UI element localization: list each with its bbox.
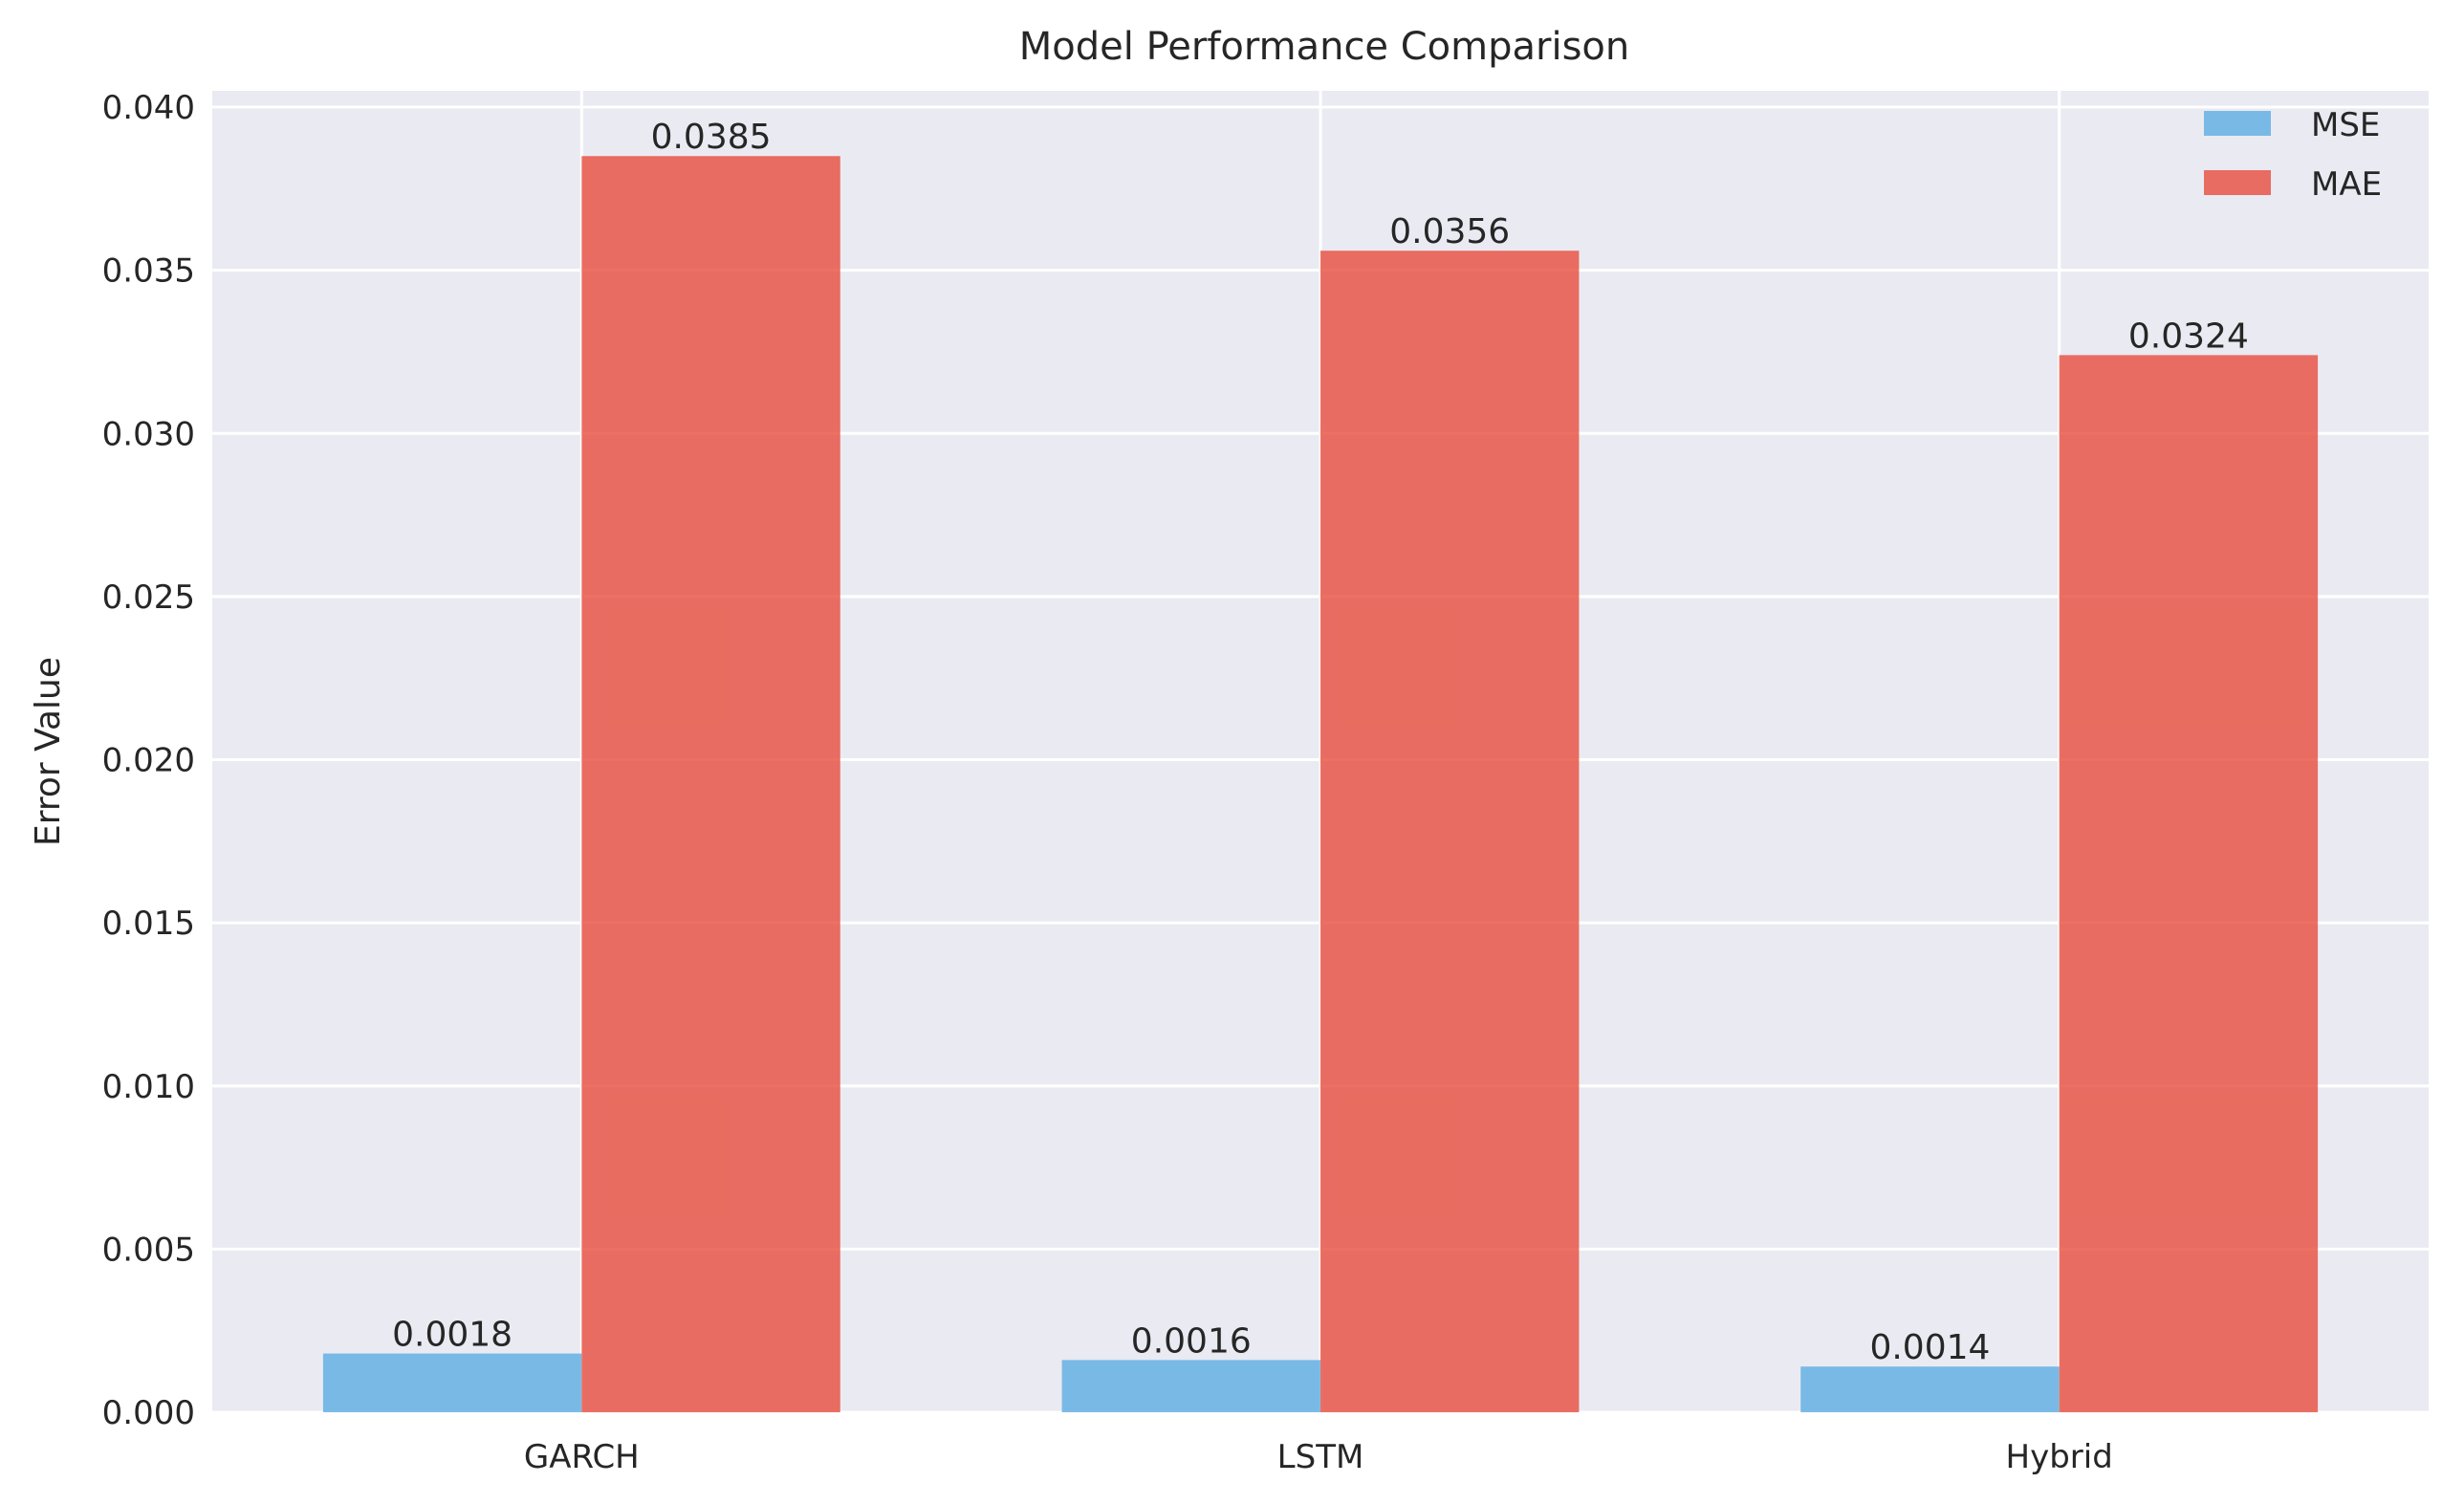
bar-value-label: 0.0016 [1131,1321,1252,1361]
x-tick-label: Hybrid [2006,1438,2113,1476]
data-labels: 0.0018 0.0016 0.0014 0.0385 0.0356 0.0324 [392,118,2249,1367]
bar-mse-hybrid [1800,1366,2060,1412]
x-axis: GARCH LSTM Hybrid [524,1438,2113,1476]
y-tick-label: 0.005 [102,1231,195,1269]
y-tick-label: 0.000 [102,1394,195,1432]
legend-swatch-mae [2204,170,2271,195]
y-tick-label: 0.020 [102,742,195,780]
y-tick-label: 0.040 [102,89,195,127]
y-tick-label: 0.035 [102,252,195,291]
bar-mse-garch [322,1353,582,1412]
y-tick-label: 0.030 [102,415,195,453]
bars [322,156,2319,1412]
x-tick-label: GARCH [524,1438,640,1476]
bar-mae-garch [581,156,840,1412]
legend-label-mae: MAE [2311,165,2382,204]
bar-mae-hybrid [2059,355,2319,1412]
bar-value-label: 0.0356 [1389,212,1510,251]
bar-value-label: 0.0324 [2128,316,2249,356]
bar-value-label: 0.0014 [1869,1328,1990,1367]
y-tick-label: 0.010 [102,1068,195,1106]
bar-value-label: 0.0018 [392,1316,512,1355]
legend-label-mse: MSE [2311,106,2380,144]
y-tick-label: 0.015 [102,905,195,943]
y-axis: 0.000 0.005 0.010 0.015 0.020 0.025 0.030 0.035… [102,89,195,1432]
legend-swatch-mse [2204,111,2271,136]
legend: MSE MAE [2204,106,2382,204]
chart-title: Model Performance Comparison [1019,25,1630,69]
bar-value-label: 0.0385 [651,118,772,157]
y-tick-label: 0.025 [102,578,195,617]
bar-mae-lstm [1320,251,1580,1412]
y-axis-label: Error Value [29,657,68,846]
x-tick-label: LSTM [1277,1438,1364,1476]
bar-mse-lstm [1061,1360,1320,1412]
